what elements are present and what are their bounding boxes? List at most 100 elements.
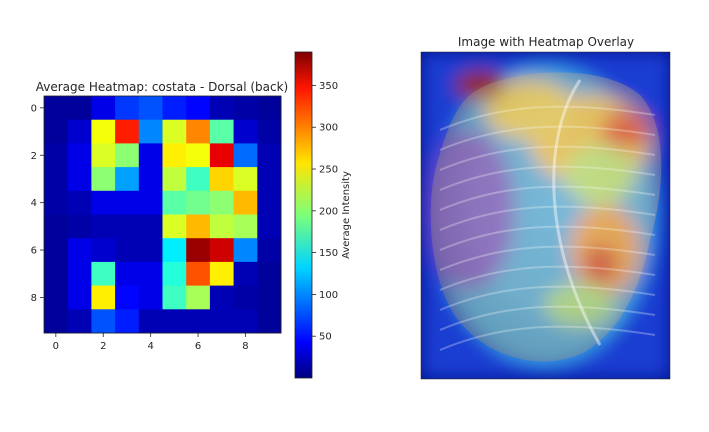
heatmap-cell: [44, 143, 69, 168]
shell-rib: [439, 165, 656, 191]
colorbar-tick-label: 250: [319, 165, 338, 176]
heatmap-cell: [186, 309, 211, 334]
heatmap-cell: [115, 143, 140, 168]
heatmap-cell: [115, 190, 140, 215]
heatmap-cell: [257, 119, 282, 144]
heatmap-cell: [209, 285, 234, 310]
heatmap-cell: [186, 96, 211, 121]
heatmap-cell: [91, 143, 116, 168]
heatmap-cell: [257, 285, 282, 310]
colorbar-label: Average Intensity: [341, 171, 352, 259]
y-tick-label: 4: [31, 198, 37, 209]
heatmap-cell: [91, 96, 116, 121]
shell-rib: [439, 325, 656, 351]
shell-ribs: [439, 105, 656, 351]
heatmap-cell: [91, 119, 116, 144]
colorbar-tick-label: 300: [319, 123, 338, 134]
heatmap-cell: [257, 214, 282, 239]
overlay-image: [421, 52, 670, 379]
heatmap-cell: [44, 214, 69, 239]
heatmap-cell: [162, 285, 187, 310]
heatmap-cell: [138, 285, 163, 310]
colorbar-tick-label: 200: [319, 206, 338, 217]
heatmap-cell: [257, 238, 282, 263]
heatmap-cell: [162, 190, 187, 215]
heatmap-cell: [209, 214, 234, 239]
x-tick-label: 2: [100, 341, 106, 352]
shell-rib: [439, 285, 656, 311]
heatmap-cell: [257, 167, 282, 192]
heatmap-cell: [67, 238, 92, 263]
heatmap-cell: [91, 309, 116, 334]
heatmap-cell: [257, 190, 282, 215]
shell-rib: [439, 245, 656, 271]
heatmap-title: Average Heatmap: costata - Dorsal (back): [36, 80, 289, 94]
heatmap-cell: [138, 309, 163, 334]
heatmap-cell: [257, 261, 282, 286]
y-tick-label: 6: [31, 246, 37, 257]
heatmap-cell: [209, 167, 234, 192]
y-tick-label: 2: [31, 151, 37, 162]
heatmap-cell: [162, 143, 187, 168]
overlay-title: Image with Heatmap Overlay: [458, 35, 634, 49]
heatmap-cell: [44, 96, 69, 121]
shell-rib: [439, 125, 656, 151]
shell-rib: [439, 105, 656, 131]
heatmap-cell: [233, 261, 258, 286]
heatmap-cell: [162, 309, 187, 334]
x-tick-label: 8: [242, 341, 248, 352]
heatmap-cell: [44, 285, 69, 310]
colorbar-axis: 50 100 150 200 250 300 350: [312, 81, 338, 343]
colorbar-tick-label: 350: [319, 81, 338, 92]
heatmap-cell: [67, 119, 92, 144]
shell-rib: [439, 225, 656, 251]
heatmap-cell: [162, 167, 187, 192]
shell-silhouette: [430, 72, 662, 362]
heatmap-cell: [91, 214, 116, 239]
heatmap-cell: [233, 96, 258, 121]
colorbar-tick-label: 50: [319, 332, 332, 343]
x-tick-label: 0: [53, 341, 59, 352]
shell-rib: [439, 265, 656, 291]
heatmap-cell: [138, 190, 163, 215]
heatmap-cell: [115, 96, 140, 121]
shell-rib: [439, 185, 656, 211]
heatmap-cell: [138, 167, 163, 192]
heatmap-cell: [186, 214, 211, 239]
heatmap-cell: [233, 167, 258, 192]
heatmap-cell: [67, 214, 92, 239]
overlay-frame: [420, 51, 671, 380]
heatmap-cell: [186, 167, 211, 192]
heatmap-cell: [186, 261, 211, 286]
x-tick-label: 4: [147, 341, 153, 352]
heatmap-cell: [186, 143, 211, 168]
heatmap-cell: [186, 119, 211, 144]
heatmap-cell: [115, 238, 140, 263]
heatmap-cell: [91, 285, 116, 310]
y-tick-label: 8: [31, 293, 37, 304]
heatmap-cell: [233, 309, 258, 334]
heatmap-cell: [233, 214, 258, 239]
heatmap-cell: [162, 119, 187, 144]
heatmap-y-axis: 0 2 4 6 8: [31, 103, 44, 304]
heatmap-cell: [233, 238, 258, 263]
heatmap-cell: [233, 143, 258, 168]
heatmap-cell: [209, 238, 234, 263]
heatmap-cell: [91, 190, 116, 215]
heatmap-cell: [209, 261, 234, 286]
shell-rib: [439, 205, 656, 231]
heatmap-cell: [209, 143, 234, 168]
heatmap-cell: [67, 309, 92, 334]
colorbar-tick-label: 150: [319, 248, 338, 259]
heatmap-cell: [115, 285, 140, 310]
heatmap-cell: [44, 238, 69, 263]
heatmap-cell: [44, 119, 69, 144]
heatmap-cell: [186, 285, 211, 310]
heatmap-cell: [162, 238, 187, 263]
heatmap-cell: [233, 285, 258, 310]
heatmap-cells: [44, 96, 282, 334]
heatmap-cell: [67, 143, 92, 168]
heatmap-cell: [67, 190, 92, 215]
heatmap-cell: [115, 214, 140, 239]
